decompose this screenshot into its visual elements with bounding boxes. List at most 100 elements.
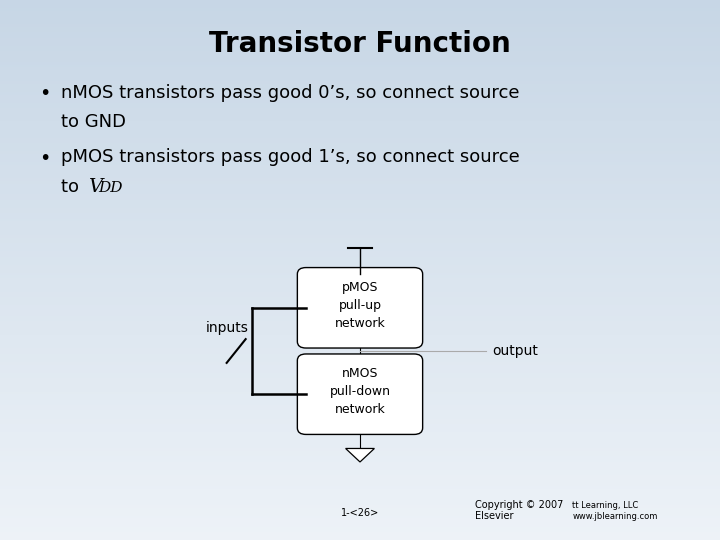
Bar [0, 505, 720, 508]
Text: www.jblearning.com: www.jblearning.com [572, 512, 658, 521]
Bar [0, 259, 720, 262]
Bar [0, 319, 720, 321]
Bar [0, 51, 720, 54]
Bar [0, 113, 720, 116]
Bar [0, 138, 720, 140]
Bar [0, 108, 720, 111]
Bar [0, 103, 720, 105]
Bar [0, 526, 720, 529]
Bar [0, 49, 720, 51]
Bar [0, 516, 720, 518]
Bar [0, 400, 720, 402]
Bar [0, 19, 720, 22]
Bar [0, 22, 720, 24]
Bar [0, 478, 720, 481]
Bar [0, 235, 720, 238]
Bar [0, 470, 720, 472]
Bar [0, 491, 720, 494]
Bar [0, 59, 720, 62]
Bar [0, 27, 720, 30]
Bar [0, 62, 720, 65]
Bar [0, 500, 720, 502]
Bar [0, 289, 720, 292]
Bar [0, 148, 720, 151]
Bar [0, 413, 720, 416]
Text: to GND: to GND [61, 113, 126, 131]
Bar [0, 46, 720, 49]
Bar [0, 157, 720, 159]
Bar [0, 89, 720, 92]
Bar [0, 367, 720, 370]
Text: •: • [40, 148, 51, 167]
Bar [0, 402, 720, 405]
Bar [0, 397, 720, 400]
Bar [0, 310, 720, 313]
Bar [0, 78, 720, 81]
Bar [0, 502, 720, 505]
Bar [0, 383, 720, 386]
Text: tt Learning, LLC: tt Learning, LLC [572, 501, 639, 510]
Bar [0, 256, 720, 259]
Bar [0, 513, 720, 516]
Bar [0, 32, 720, 35]
Text: Elsevier: Elsevier [475, 511, 513, 521]
Bar [0, 167, 720, 170]
Bar [0, 292, 720, 294]
Bar [0, 127, 720, 130]
Bar [0, 30, 720, 32]
Bar [0, 327, 720, 329]
Bar [0, 230, 720, 232]
Bar [0, 54, 720, 57]
Bar [0, 381, 720, 383]
Bar [0, 232, 720, 235]
Bar [0, 459, 720, 462]
Bar [0, 432, 720, 435]
Bar [0, 270, 720, 273]
Bar [0, 227, 720, 229]
Bar [0, 521, 720, 524]
Bar [0, 348, 720, 351]
Bar [0, 529, 720, 532]
Bar [0, 286, 720, 289]
Bar [0, 524, 720, 526]
Bar [0, 316, 720, 319]
Bar [0, 535, 720, 537]
Bar [0, 243, 720, 246]
Bar [0, 408, 720, 410]
Text: Transistor Function: Transistor Function [209, 30, 511, 58]
Bar [0, 472, 720, 475]
Bar [0, 489, 720, 491]
Bar [0, 300, 720, 302]
Bar [0, 518, 720, 521]
Bar [0, 35, 720, 38]
Bar [0, 70, 720, 73]
Bar [0, 483, 720, 486]
Bar [0, 343, 720, 346]
Bar [0, 124, 720, 127]
Bar [0, 443, 720, 445]
Text: pMOS transistors pass good 1’s, so connect source: pMOS transistors pass good 1’s, so conne… [61, 148, 520, 166]
Bar [0, 338, 720, 340]
Bar [0, 173, 720, 176]
Bar [0, 192, 720, 194]
Bar [0, 8, 720, 11]
Bar [0, 116, 720, 119]
Bar [0, 481, 720, 483]
Text: output: output [492, 344, 538, 358]
Bar [0, 410, 720, 413]
Bar [0, 373, 720, 375]
Bar [0, 176, 720, 178]
Bar [0, 221, 720, 224]
Bar [0, 189, 720, 192]
Bar [0, 475, 720, 478]
Bar [0, 146, 720, 148]
Bar [0, 262, 720, 265]
Bar [0, 57, 720, 59]
Bar [0, 497, 720, 500]
Bar [0, 416, 720, 418]
Bar [0, 340, 720, 343]
Bar [0, 205, 720, 208]
Bar [0, 467, 720, 470]
Text: Copyright © 2007: Copyright © 2007 [475, 500, 564, 510]
Bar [0, 267, 720, 270]
